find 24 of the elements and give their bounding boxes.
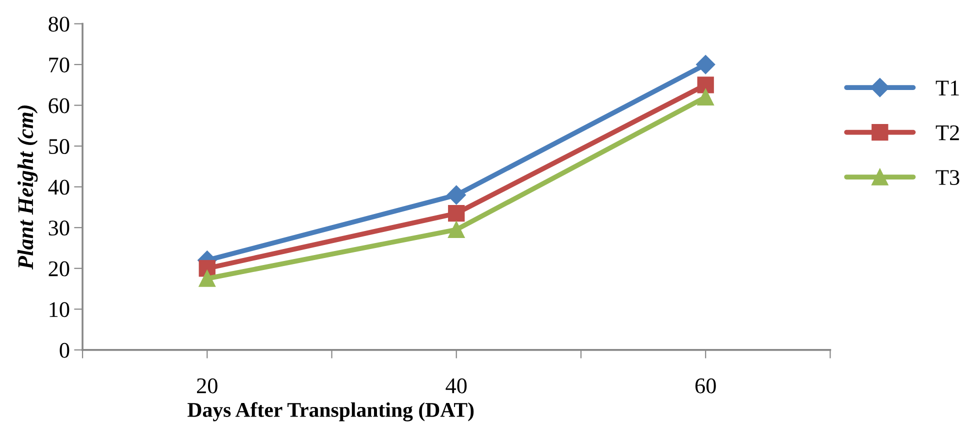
legend-label: T2: [936, 125, 959, 140]
y-tick-label: 20: [48, 261, 70, 276]
legend-label: T1: [936, 80, 959, 96]
point: [448, 221, 465, 238]
y-axis-title: Plant Height (cm): [18, 106, 38, 270]
point: [198, 270, 216, 287]
y-tick-label: 0: [60, 342, 70, 358]
x-tick-label: 60: [695, 378, 716, 394]
point: [446, 185, 466, 205]
point: [696, 54, 716, 74]
legend-label: T3: [936, 170, 960, 186]
y-tick-label: 60: [48, 98, 70, 114]
x-tick-label: 40: [446, 378, 467, 394]
y-tick-label: 80: [48, 16, 70, 32]
point: [697, 88, 714, 106]
y-tick-label: 10: [50, 302, 70, 318]
x-axis-title: Days After Transplanting (DAT): [188, 402, 474, 422]
y-tick-label: 70: [49, 57, 70, 72]
y-tick-label: 30: [48, 220, 70, 236]
point: [448, 205, 465, 222]
point: [697, 76, 714, 94]
x-tick-label: 20: [197, 378, 218, 394]
y-tick-label: 50: [49, 139, 70, 154]
y-tick-label: 40: [48, 180, 70, 195]
